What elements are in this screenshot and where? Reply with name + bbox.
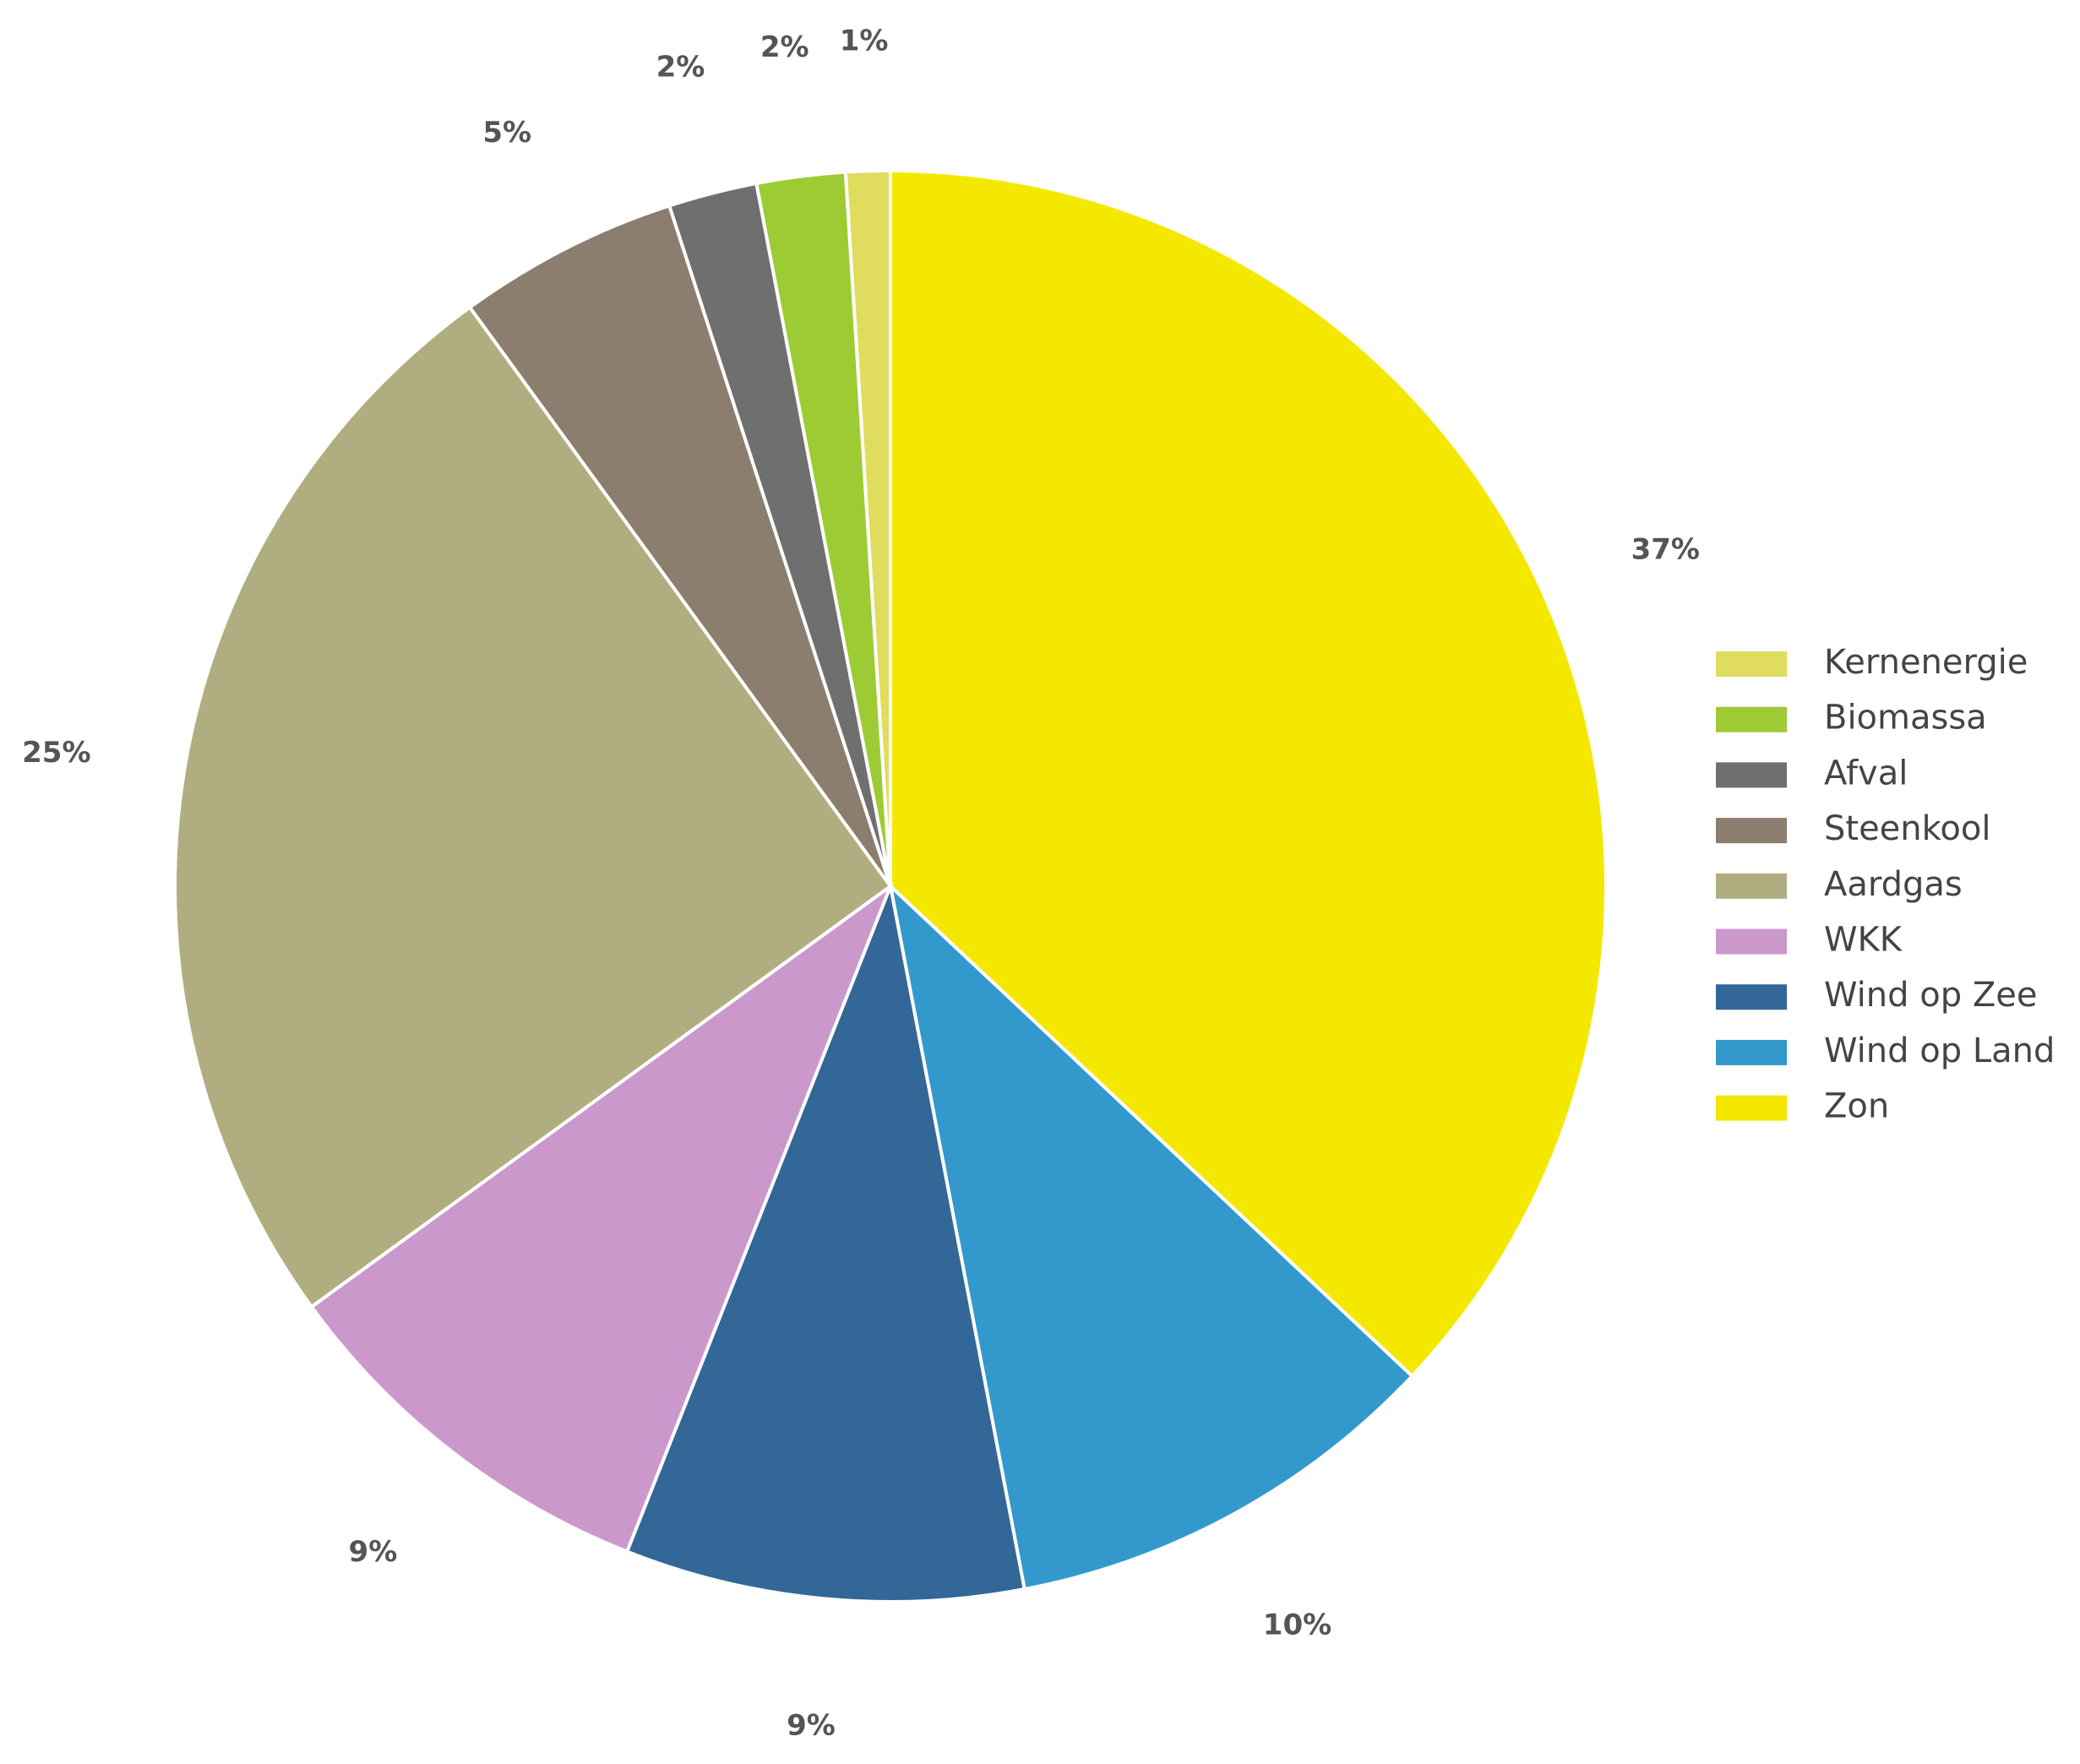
legend-swatch (1716, 1095, 1787, 1121)
value-label: 1% (840, 24, 889, 58)
pie-slice (889, 168, 1608, 1379)
pie-slice (887, 881, 1415, 1592)
legend-label: Wind op Land (1824, 1032, 2055, 1070)
legend-swatch (1716, 706, 1787, 732)
value-label: 9% (787, 1709, 836, 1743)
value-label: 9% (349, 1535, 398, 1569)
pie-slice (308, 881, 895, 1554)
pie-slice (173, 304, 893, 1309)
legend-swatch (1716, 873, 1787, 899)
legend-swatch (1716, 818, 1787, 844)
value-label: 25% (22, 736, 90, 770)
pie-slice (843, 168, 892, 887)
legend-swatch (1716, 928, 1787, 955)
value-label: 2% (760, 30, 809, 64)
legend-swatch (1716, 984, 1787, 1010)
pie-slice (467, 203, 892, 888)
legend-label: Zon (1824, 1087, 1889, 1126)
legend-label: WKK (1824, 921, 1903, 960)
legend-swatch (1716, 762, 1787, 788)
value-label: 37% (1631, 533, 1700, 567)
value-label: 2% (656, 50, 705, 84)
value-label: 10% (1263, 1608, 1331, 1642)
legend-swatch (1716, 651, 1787, 677)
legend-label: Steenkool (1824, 809, 1990, 848)
value-label: 5% (482, 116, 531, 150)
legend-label: Biomassa (1824, 699, 1987, 738)
legend-label: Wind op Zee (1824, 976, 2037, 1015)
legend-label: Kernenergie (1824, 643, 2028, 682)
legend-label: Afval (1824, 754, 1908, 792)
pie-slice (624, 879, 1027, 1603)
legend-label: Aardgas (1824, 865, 1963, 904)
legend-swatch (1716, 1039, 1787, 1065)
